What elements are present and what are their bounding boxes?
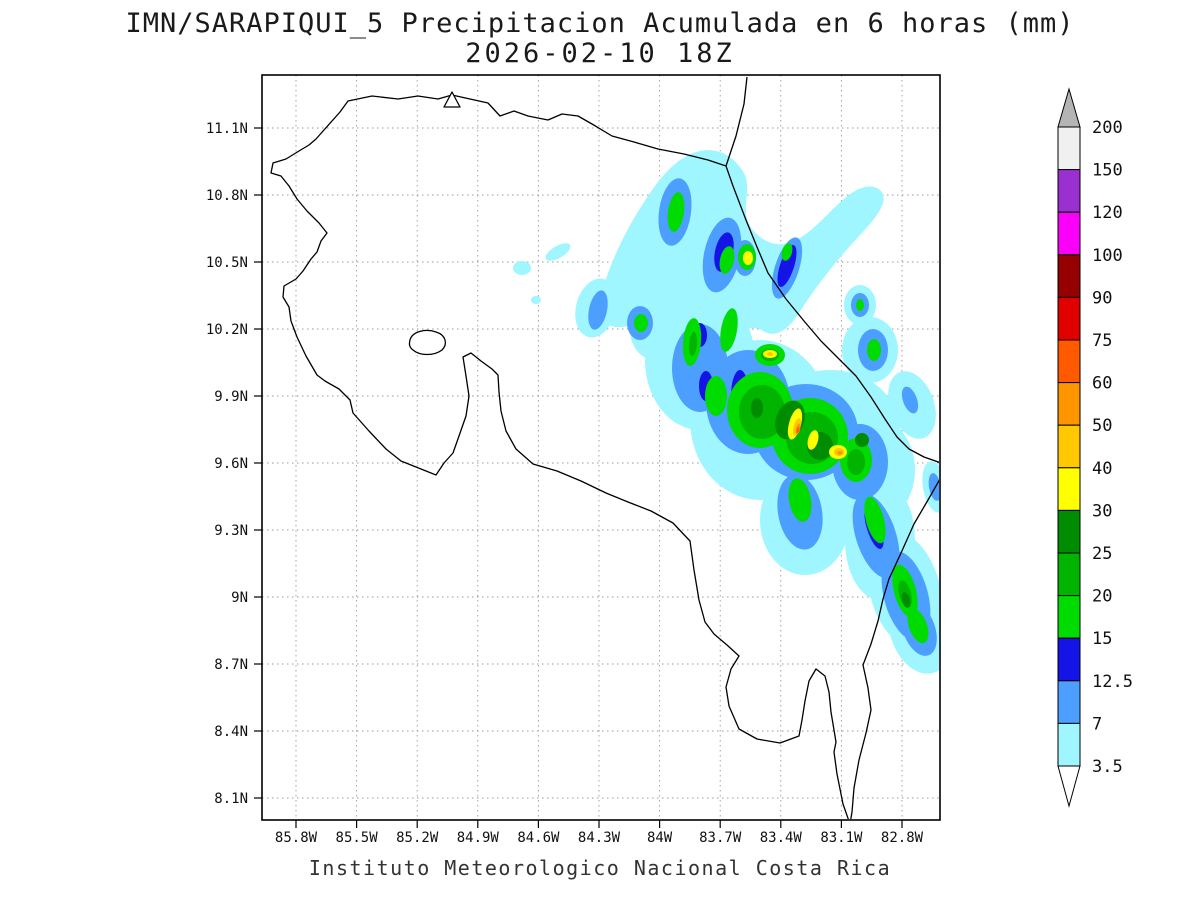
y-tick-label: 8.4N: [214, 724, 248, 740]
x-tick-label: 83.1W: [820, 830, 863, 846]
colorbar-label: 100: [1092, 246, 1123, 266]
colorbar-label: 7: [1092, 714, 1102, 734]
x-tick-label: 82.8W: [881, 830, 924, 846]
colorbar-label: 60: [1092, 374, 1112, 394]
x-tick-label: 84.6W: [517, 830, 560, 846]
colorbar-segment: [1057, 339, 1081, 384]
x-tick-label: 84.3W: [578, 830, 621, 846]
x-tick-label: 85.5W: [336, 830, 379, 846]
colorbar-segment: [1057, 169, 1081, 213]
precip-level-60-75: [796, 427, 800, 433]
x-tick-label: 85.8W: [275, 830, 318, 846]
colorbar-segment: [1057, 126, 1081, 171]
y-tick-label: 10.5N: [206, 255, 248, 271]
colorbar-label: 15: [1092, 629, 1112, 649]
colorbar-legend: 200 150 120 100 90 75 60 50 40 30 25 20 15 12.5 7 3.5: [1057, 87, 1133, 808]
colorbar-segment: [1057, 637, 1081, 682]
colorbar-label: 20: [1092, 587, 1112, 607]
y-tick-label: 9.3N: [214, 523, 248, 539]
page-subtitle-datetime: 2026-02-10 18Z: [465, 38, 735, 69]
costa-rica-coastline: [270, 94, 939, 819]
precipitation-shading: [513, 150, 939, 674]
colorbar-segment: [1057, 552, 1081, 597]
x-tick-label: 84.9W: [457, 830, 500, 846]
colorbar-label: 50: [1092, 416, 1112, 436]
colorbar-segment: [1057, 424, 1081, 469]
colorbar-label: 75: [1092, 331, 1112, 351]
colorbar-segment: [1057, 296, 1081, 341]
x-tick-label: 83.4W: [760, 830, 803, 846]
colorbar-bottom-triangle: [1057, 765, 1081, 808]
colorbar-label: 25: [1092, 544, 1112, 564]
colorbar-label: 3.5: [1092, 757, 1123, 777]
island-triangle: [443, 91, 461, 108]
colorbar-segment: [1057, 722, 1081, 767]
colorbar-label: 150: [1092, 161, 1123, 181]
colorbar-label: 90: [1092, 288, 1112, 308]
y-tick-label: 10.8N: [206, 188, 248, 204]
y-tick-label: 8.1N: [214, 791, 248, 807]
y-tick-label: 9.9N: [214, 389, 248, 405]
colorbar-segment: [1057, 680, 1081, 724]
nicaragua-caribbean-coast: [725, 76, 748, 167]
coastlines: [270, 76, 939, 819]
y-tick-label: 10.2N: [206, 322, 248, 338]
lake-arenal: [408, 329, 447, 356]
x-tick-label: 85.2W: [396, 830, 439, 846]
colorbar-segment: [1057, 595, 1081, 639]
colorbar-label: 30: [1092, 501, 1112, 521]
y-tick-label: 9N: [231, 590, 248, 606]
page-title: IMN/SARAPIQUI_5 Precipitacion Acumulada …: [125, 8, 1075, 39]
colorbar-segment: [1057, 254, 1081, 298]
axes: 11.1N 10.8N 10.5N 10.2N 9.9N 9.6N 9.3N 9N 8.7N 8.…: [206, 121, 924, 846]
colorbar-top-triangle: [1057, 87, 1081, 128]
colorbar-segment: [1057, 509, 1081, 554]
x-tick-label: 83.7W: [699, 830, 742, 846]
footer-caption: Instituto Meteorologico Nacional Costa R…: [308, 856, 892, 880]
colorbar-label: 120: [1092, 203, 1123, 223]
y-tick-label: 11.1N: [206, 121, 248, 137]
colorbar-label: 200: [1092, 118, 1123, 138]
colorbar-label: 40: [1092, 459, 1112, 479]
y-tick-label: 8.7N: [214, 657, 248, 673]
plot-frame: [261, 74, 941, 821]
colorbar-segment: [1057, 211, 1081, 256]
colorbar-segment: [1057, 382, 1081, 426]
colorbar-segment: [1057, 467, 1081, 511]
x-tick-label: 84W: [647, 830, 673, 846]
colorbar-label: 12.5: [1092, 672, 1133, 692]
y-tick-label: 9.6N: [214, 456, 248, 472]
precip-level-30-40: [743, 251, 847, 459]
